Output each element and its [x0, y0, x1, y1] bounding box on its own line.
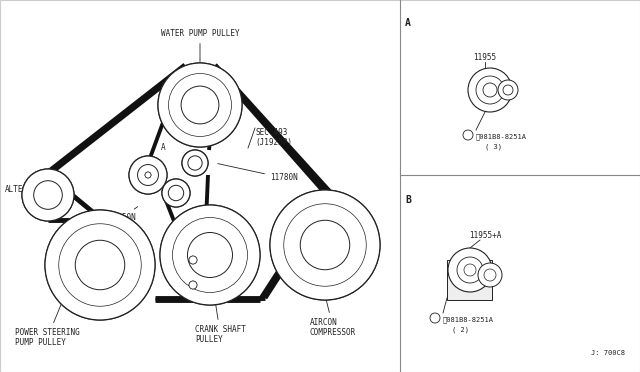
Circle shape — [430, 313, 440, 323]
Circle shape — [182, 150, 208, 176]
Text: 11955+A: 11955+A — [469, 231, 501, 240]
Circle shape — [181, 86, 219, 124]
Circle shape — [173, 218, 248, 292]
Circle shape — [188, 156, 202, 170]
Text: B: B — [215, 263, 220, 273]
Circle shape — [34, 181, 62, 209]
Circle shape — [160, 205, 260, 305]
Text: AIRCON
COMPRESSOR: AIRCON COMPRESSOR — [310, 298, 356, 337]
Circle shape — [59, 224, 141, 306]
Circle shape — [483, 83, 497, 97]
Circle shape — [503, 85, 513, 95]
Circle shape — [168, 74, 232, 137]
Circle shape — [22, 169, 74, 221]
Circle shape — [76, 240, 125, 290]
Circle shape — [168, 185, 184, 201]
Circle shape — [270, 190, 380, 300]
Circle shape — [76, 240, 125, 290]
Circle shape — [189, 281, 197, 289]
Circle shape — [182, 150, 208, 176]
Circle shape — [184, 251, 202, 269]
Circle shape — [484, 269, 496, 281]
Circle shape — [189, 256, 197, 264]
Circle shape — [168, 185, 184, 201]
Text: B: B — [405, 195, 411, 205]
Circle shape — [177, 244, 209, 276]
Circle shape — [145, 172, 151, 178]
Circle shape — [162, 179, 190, 207]
Circle shape — [284, 204, 366, 286]
Circle shape — [498, 80, 518, 100]
Circle shape — [177, 244, 209, 276]
Circle shape — [478, 263, 502, 287]
Text: A: A — [161, 144, 165, 153]
Circle shape — [270, 190, 380, 300]
Circle shape — [138, 164, 159, 186]
Circle shape — [168, 74, 232, 137]
Text: ( 2): ( 2) — [452, 327, 469, 333]
Circle shape — [158, 63, 242, 147]
Circle shape — [45, 210, 155, 320]
Text: POWER STEERING
PUMP PULLEY: POWER STEERING PUMP PULLEY — [15, 298, 80, 347]
Circle shape — [448, 248, 492, 292]
Text: 11950N: 11950N — [108, 206, 138, 222]
Circle shape — [457, 257, 483, 283]
Circle shape — [188, 156, 202, 170]
Text: 11780N: 11780N — [218, 164, 298, 183]
Circle shape — [188, 232, 232, 278]
Text: CRANK SHAFT
PULLEY: CRANK SHAFT PULLEY — [195, 303, 246, 344]
Circle shape — [138, 164, 159, 186]
Circle shape — [284, 204, 366, 286]
Circle shape — [180, 272, 206, 298]
Text: 11955: 11955 — [474, 53, 497, 62]
Circle shape — [181, 86, 219, 124]
Circle shape — [463, 130, 473, 140]
Text: A: A — [405, 18, 411, 28]
Circle shape — [173, 218, 248, 292]
Circle shape — [189, 256, 197, 264]
Circle shape — [162, 179, 190, 207]
Circle shape — [59, 224, 141, 306]
Text: Ⓑ081B8-8251A: Ⓑ081B8-8251A — [476, 134, 527, 140]
Text: J: 700C8: J: 700C8 — [591, 350, 625, 356]
Circle shape — [145, 172, 151, 178]
Text: WATER PUMP PULLEY: WATER PUMP PULLEY — [161, 29, 239, 62]
Circle shape — [184, 251, 202, 269]
Circle shape — [160, 205, 260, 305]
Text: ( 3): ( 3) — [485, 144, 502, 150]
Text: SEC.493
(J1925P): SEC.493 (J1925P) — [255, 128, 292, 147]
Circle shape — [300, 220, 349, 270]
Text: ALTERNATOR: ALTERNATOR — [5, 186, 51, 200]
Circle shape — [186, 278, 200, 292]
Circle shape — [129, 156, 167, 194]
Circle shape — [300, 220, 349, 270]
Circle shape — [468, 68, 512, 112]
Circle shape — [129, 156, 167, 194]
Circle shape — [476, 76, 504, 104]
Text: Ⓑ081B8-8251A: Ⓑ081B8-8251A — [443, 317, 494, 323]
Circle shape — [189, 281, 197, 289]
Circle shape — [22, 169, 74, 221]
Circle shape — [34, 181, 62, 209]
Circle shape — [464, 264, 476, 276]
Circle shape — [45, 210, 155, 320]
Circle shape — [180, 272, 206, 298]
Circle shape — [158, 63, 242, 147]
Circle shape — [186, 278, 200, 292]
Circle shape — [188, 232, 232, 278]
Bar — [447, 260, 492, 300]
